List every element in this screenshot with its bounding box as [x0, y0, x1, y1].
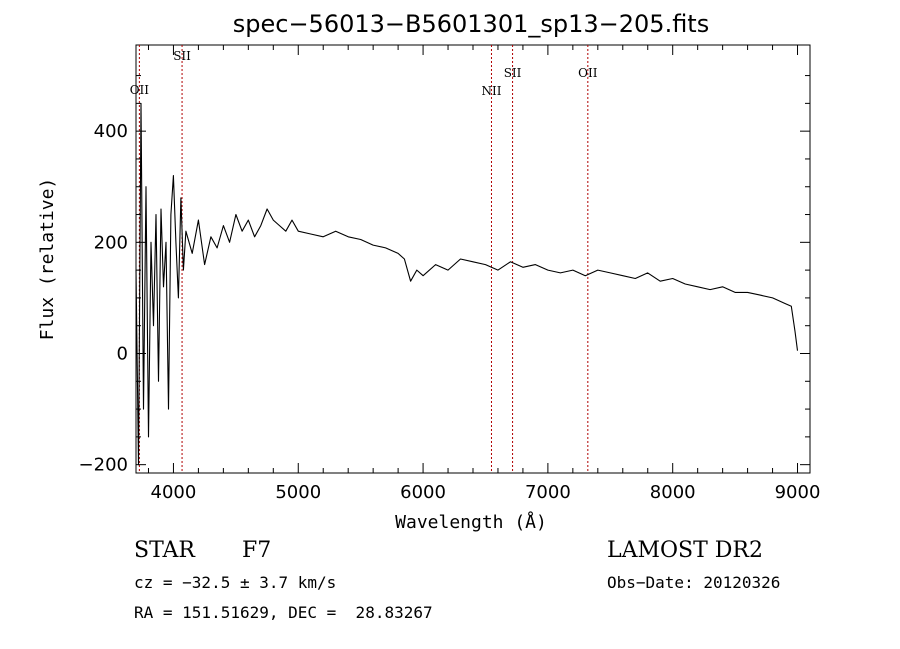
line-marker-label: SII — [504, 66, 522, 80]
y-axis-label: Flux (relative) — [37, 178, 58, 341]
survey-name: LAMOST DR2 — [607, 538, 763, 563]
x-tick-label: 5000 — [275, 482, 321, 503]
x-tick-label: 7000 — [525, 482, 571, 503]
plot-frame — [135, 44, 811, 474]
y-tick-label: 0 — [117, 343, 128, 364]
observation-date: Obs−Date: 20120326 — [607, 573, 781, 592]
x-tick-label: 8000 — [650, 482, 696, 503]
spectrum-line — [135, 102, 799, 466]
line-marker-label: SII — [173, 49, 191, 63]
y-axis: −200 0 200 400 — [79, 75, 810, 476]
object-class: STAR — [134, 538, 195, 563]
x-axis: 4000 5000 6000 7000 8000 9000 — [147, 45, 821, 503]
x-tick-label: 6000 — [400, 482, 446, 503]
x-axis-label: Wavelength (Å) — [395, 511, 547, 533]
x-tick-label: 9000 — [775, 482, 821, 503]
x-tick-label: 4000 — [151, 482, 197, 503]
line-marker-label: OII — [578, 66, 598, 80]
coordinates: RA = 151.51629, DEC = 28.83267 — [134, 603, 433, 622]
redshift-cz: cz = −32.5 ± 3.7 km/s — [134, 573, 337, 592]
line-marker-label: OII — [130, 83, 150, 97]
line-marker-label: NII — [481, 84, 501, 98]
object-subclass: F7 — [242, 538, 272, 563]
y-tick-label: −200 — [79, 455, 128, 476]
chart-title: spec−56013−B5601301_sp13−205.fits — [233, 10, 709, 38]
y-tick-label: 200 — [94, 232, 128, 253]
y-tick-label: 400 — [94, 121, 128, 142]
